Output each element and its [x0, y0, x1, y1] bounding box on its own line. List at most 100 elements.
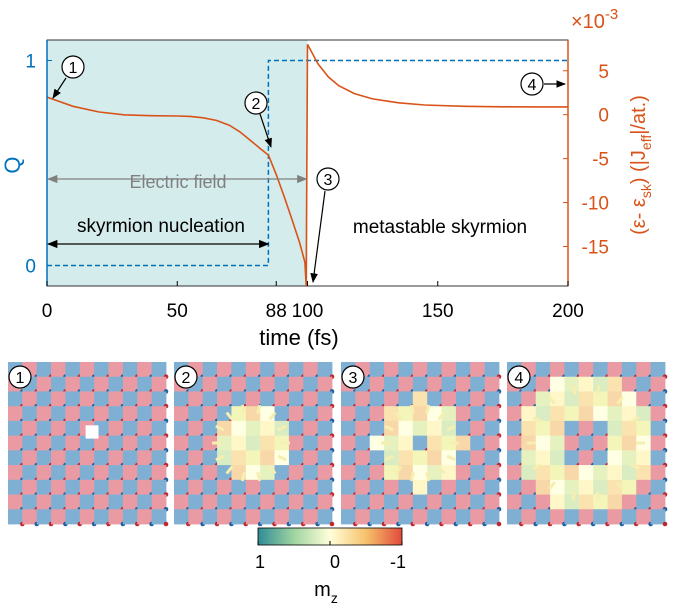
lattice-cell — [427, 391, 442, 407]
lattice-cell — [412, 509, 428, 525]
lattice-cell — [607, 435, 623, 451]
lattice-cell — [369, 450, 385, 466]
lattice-cell — [122, 435, 138, 451]
lattice-cell — [398, 479, 414, 495]
lattice-cell — [484, 391, 500, 407]
lattice-cell — [94, 391, 109, 407]
lattice-cell — [412, 435, 428, 451]
x-tick-label: 50 — [167, 301, 188, 322]
lattice-cell — [355, 479, 371, 495]
lattice-cell — [174, 435, 189, 451]
spin-spike — [240, 471, 246, 482]
lattice-cell — [455, 406, 471, 422]
spin-spike — [532, 416, 542, 423]
lattice-cell — [578, 391, 594, 407]
lattice-cell — [94, 435, 109, 451]
lattice-cell — [507, 406, 522, 422]
lattice-cell — [550, 509, 565, 525]
lattice-cell — [650, 376, 666, 392]
lattice-cell — [593, 435, 608, 451]
lattice-cell — [507, 450, 522, 466]
lattice-cell — [65, 479, 81, 495]
lattice-cell — [550, 420, 565, 437]
lattice-cell — [137, 435, 153, 451]
lattice-cell — [288, 406, 304, 422]
lattice-cell — [8, 435, 23, 451]
lattice-cell — [108, 420, 124, 437]
lattice-cell — [521, 494, 537, 510]
lattice-cell — [217, 479, 232, 495]
lattice-cell — [317, 494, 333, 510]
lattice-cell — [274, 362, 290, 378]
lattice-cell — [341, 391, 356, 407]
lattice-cell — [231, 509, 247, 525]
lattice-cell — [412, 479, 428, 495]
lattice-cell — [441, 509, 457, 525]
lattice-cell — [108, 376, 124, 392]
lattice-cell — [151, 391, 167, 407]
lattice-cell — [151, 362, 167, 378]
lattice-cell — [288, 479, 304, 495]
panel-label: 4 — [515, 370, 524, 387]
lattice-cell — [578, 362, 594, 378]
lattice-cell — [455, 435, 471, 451]
spin-spike — [268, 465, 277, 475]
lattice-cell — [122, 376, 138, 392]
lattice-cell — [94, 494, 109, 510]
right-tick-label: -5 — [592, 150, 609, 171]
lattice-cell — [8, 509, 23, 525]
lattice-cell — [108, 494, 124, 510]
lattice-cell — [341, 420, 356, 437]
lattice-cell — [484, 450, 500, 466]
lattice-cell — [455, 376, 471, 392]
lattice-cell — [108, 362, 124, 378]
lattice-cell — [636, 391, 652, 407]
lattice-cell — [79, 509, 95, 525]
right-axis-label-sub: sk — [638, 183, 654, 198]
lattice-cell — [341, 494, 356, 510]
lattice-cell — [245, 435, 261, 451]
lattice-cell — [441, 391, 457, 407]
lattice-cell — [36, 391, 52, 407]
lattice-cell — [122, 406, 138, 422]
lattice-cell — [188, 391, 204, 407]
lattice-cell — [593, 509, 608, 525]
spin-spike — [437, 465, 446, 475]
lattice-cell — [369, 465, 385, 481]
spin-spike — [616, 395, 624, 405]
lattice-cell — [636, 450, 652, 466]
lattice-cell — [384, 362, 399, 378]
lattice-cell — [593, 479, 608, 495]
lattice-cell — [288, 465, 304, 481]
lattice-cell — [174, 406, 189, 422]
lattice-cell — [484, 376, 500, 392]
spin-spike — [446, 454, 456, 462]
lattice-cell — [94, 406, 109, 422]
x-tick-label: 200 — [552, 301, 584, 322]
lattice-site — [329, 521, 335, 527]
lattice-cell — [217, 509, 232, 525]
right-tick-label: -15 — [582, 237, 609, 258]
lattice-cell — [317, 420, 333, 437]
lattice-cell — [51, 362, 66, 378]
lattice-cell — [607, 465, 623, 481]
lattice-cell — [550, 435, 565, 451]
lattice-cell — [578, 420, 594, 437]
lattice-cell — [621, 391, 637, 407]
lattice-cell — [245, 376, 261, 392]
spin-spike — [268, 411, 277, 421]
lattice-cell — [470, 420, 486, 437]
spin-spike — [571, 385, 577, 395]
lattice-cell — [202, 391, 218, 407]
lattice-cell — [8, 406, 23, 422]
lattice-cell — [51, 479, 66, 495]
lattice-cell — [317, 479, 333, 495]
lattice-cell — [317, 465, 333, 481]
lattice-cell — [36, 376, 52, 392]
lattice-cell — [51, 376, 66, 392]
lattice-cell — [188, 494, 204, 510]
lattice-cell — [507, 465, 522, 481]
lattice-cell — [202, 376, 218, 392]
lattice-cell — [151, 509, 167, 525]
lattice-cell — [36, 509, 52, 525]
